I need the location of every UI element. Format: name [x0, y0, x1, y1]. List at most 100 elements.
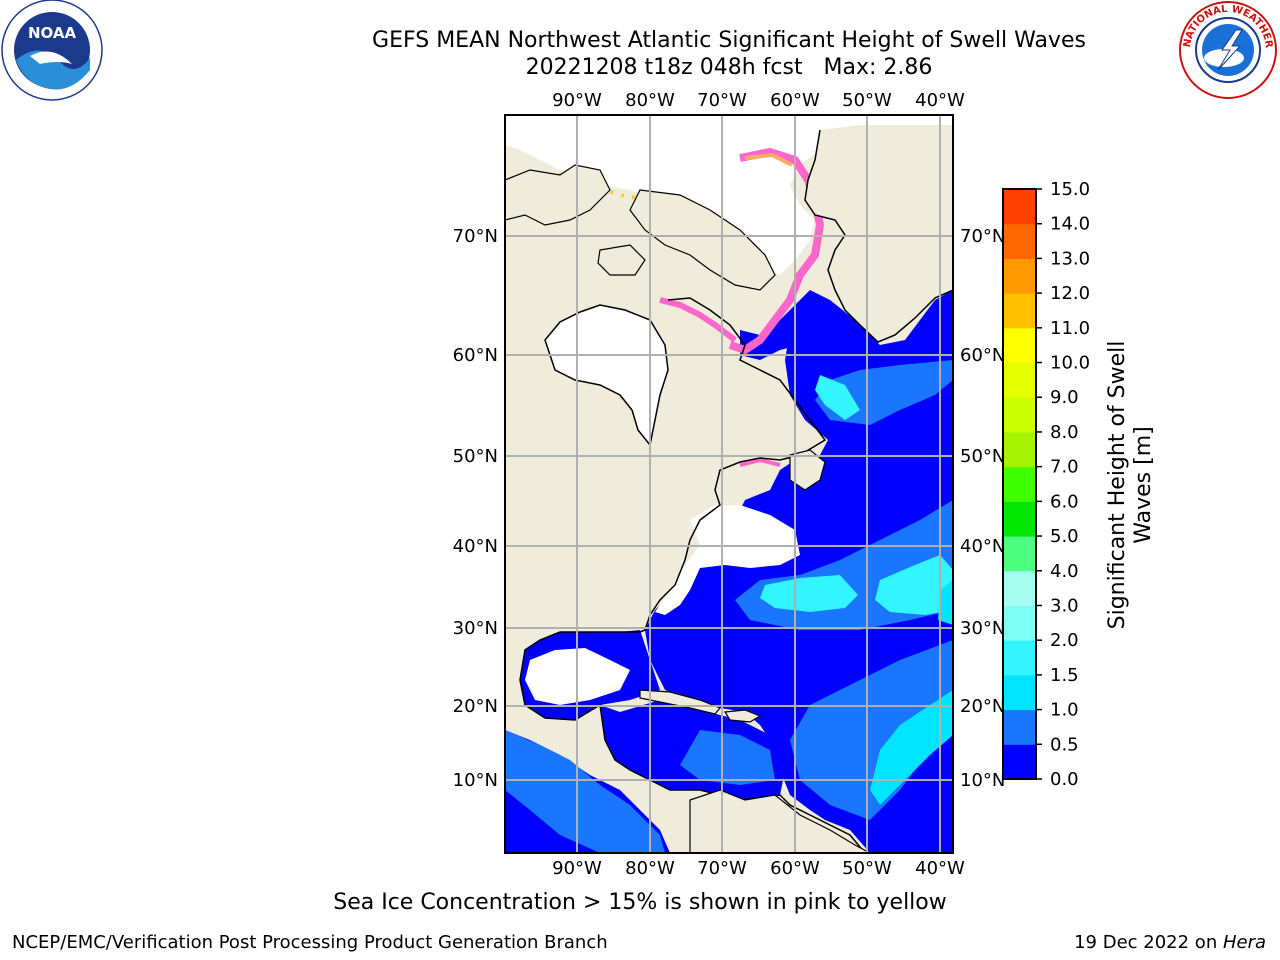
swell-peak-3	[875, 555, 953, 615]
colorbar-tick-label: 10.0	[1050, 353, 1090, 374]
lat-label-left: 50°N	[453, 446, 498, 467]
colorbar-tick-label: 0.0	[1050, 769, 1079, 790]
colorbar-bin	[1003, 397, 1036, 433]
lon-label-bottom: 90°W	[552, 858, 602, 879]
lat-label-left: 40°N	[453, 536, 498, 557]
coastline-cuba	[639, 689, 721, 715]
colorbar-tick-label: 3.0	[1050, 595, 1079, 616]
coastline-north-america	[544, 304, 669, 447]
colorbar-bin	[1003, 605, 1036, 641]
lat-label-right: 10°N	[960, 770, 1005, 791]
colorbar: 0.0 0.5 1.0 1.5 2.0 3.0 4.0 5.0 6.0 7.0 8.0 9.0 10.0…	[1002, 179, 1090, 790]
lat-label-right: 50°N	[960, 446, 1005, 467]
ice-edge-inner	[744, 152, 793, 167]
lat-label-right: 70°N	[960, 226, 1005, 247]
lon-label-top: 70°W	[697, 90, 747, 111]
swell-peak-2	[760, 575, 858, 612]
colorbar-tick-label: 9.0	[1050, 387, 1079, 408]
calm-area-us-coast	[655, 505, 800, 615]
swell-band-5	[680, 730, 775, 785]
arctic-ice-region	[505, 115, 953, 275]
colorbar-tick-label: 4.0	[1050, 561, 1079, 582]
swell-peak-1	[815, 375, 860, 420]
colorbar-tick-label: 7.0	[1050, 457, 1079, 478]
colorbar-tick-label: 1.0	[1050, 700, 1079, 721]
land-greenland	[805, 125, 953, 342]
noaa-logo-icon: NOAA	[1, 0, 103, 101]
lat-label-right: 20°N	[960, 696, 1005, 717]
coastline-gulf	[519, 631, 866, 853]
colorbar-bin	[1003, 501, 1036, 537]
lat-label-left: 20°N	[453, 696, 498, 717]
lat-label-left: 10°N	[453, 770, 498, 791]
lat-label-left: 30°N	[453, 618, 498, 639]
colorbar-tick-label: 14.0	[1050, 214, 1090, 235]
lon-labels-top: 90°W 80°W 70°W 60°W 50°W 40°W	[552, 90, 965, 111]
lon-label-top: 40°W	[915, 90, 965, 111]
swell-peak-5	[938, 580, 953, 625]
coastline-greenland	[804, 129, 953, 343]
colorbar-tick-label: 5.0	[1050, 526, 1079, 547]
colorbar-title-line2: Waves [m]	[1131, 426, 1156, 543]
colorbar-title-line1: Significant Height of Swell	[1105, 341, 1130, 630]
colorbar-tick-label: 15.0	[1050, 179, 1090, 200]
lat-labels-right: 70°N 60°N 50°N 40°N 30°N 20°N 10°N	[960, 226, 1005, 791]
colorbar-tick-label: 8.0	[1050, 422, 1079, 443]
noaa-logo-text: NOAA	[28, 24, 77, 42]
lat-label-right: 40°N	[960, 536, 1005, 557]
colorbar-frame	[1002, 188, 1037, 780]
colorbar-bin	[1003, 744, 1036, 780]
colorbar-bin	[1003, 189, 1036, 225]
coastline-baffin	[629, 189, 776, 291]
coastline-hispaniola	[723, 709, 762, 723]
ocean-hudson-bay	[545, 305, 668, 445]
swell-peak-4	[870, 690, 953, 805]
colorbar-tick-label: 0.5	[1050, 734, 1079, 755]
coastline-labrador	[639, 297, 827, 633]
lat-label-left: 70°N	[453, 226, 498, 247]
colorbar-bin	[1003, 709, 1036, 745]
lon-label-top: 90°W	[552, 90, 602, 111]
colorbar-tick-label: 6.0	[1050, 491, 1079, 512]
colorbar-bin	[1003, 223, 1036, 259]
lon-label-top: 50°W	[842, 90, 892, 111]
colorbar-tick-label: 11.0	[1050, 318, 1090, 339]
coastline-south-america	[689, 789, 871, 853]
colorbar-tick-label: 12.0	[1050, 283, 1090, 304]
colorbar-bin	[1003, 293, 1036, 329]
coastline-arctic-islands	[505, 164, 611, 226]
coastline-newfoundland	[789, 449, 826, 491]
colorbar-tick-label: 13.0	[1050, 248, 1090, 269]
swell-band-4	[505, 730, 665, 853]
map-panel	[505, 115, 953, 853]
lon-labels-bottom: 90°W 80°W 70°W 60°W 50°W 40°W	[552, 858, 965, 879]
colorbar-bin	[1003, 258, 1036, 294]
map-title-line2: 20221208 t18z 048h fcst Max: 2.86	[525, 55, 933, 80]
nws-logo-icon: NATIONAL WEATHER SERVICE	[1176, 0, 1277, 99]
lat-label-left: 60°N	[453, 345, 498, 366]
lon-label-bottom: 50°W	[842, 858, 892, 879]
swell-band-3	[790, 640, 953, 820]
lat-label-right: 60°N	[960, 345, 1005, 366]
lon-label-bottom: 60°W	[770, 858, 820, 879]
colorbar-bin	[1003, 431, 1036, 468]
colorbar-bin	[1003, 536, 1036, 572]
date-host: Hera	[1222, 932, 1266, 953]
map-title-line1: GEFS MEAN Northwest Atlantic Significant…	[372, 28, 1086, 53]
lon-label-bottom: 70°W	[697, 858, 747, 879]
map-frame	[504, 114, 954, 854]
map-gridlines	[505, 115, 953, 853]
colorbar-tick-label: 2.0	[1050, 630, 1079, 651]
credit-line: NCEP/EMC/Verification Post Processing Pr…	[12, 932, 608, 953]
sea-ice-footnote: Sea Ice Concentration > 15% is shown in …	[333, 890, 947, 915]
colorbar-bin	[1003, 674, 1036, 711]
date-text: 19 Dec 2022 on	[1074, 932, 1223, 953]
lon-label-bottom: 80°W	[625, 858, 675, 879]
colorbar-bin	[1003, 466, 1036, 502]
colorbar-bin	[1003, 640, 1036, 676]
lat-labels-left: 70°N 60°N 50°N 40°N 30°N 20°N 10°N	[453, 226, 498, 791]
lon-label-top: 80°W	[625, 90, 675, 111]
colorbar-bin	[1003, 327, 1036, 364]
colorbar-bin	[1003, 362, 1036, 398]
